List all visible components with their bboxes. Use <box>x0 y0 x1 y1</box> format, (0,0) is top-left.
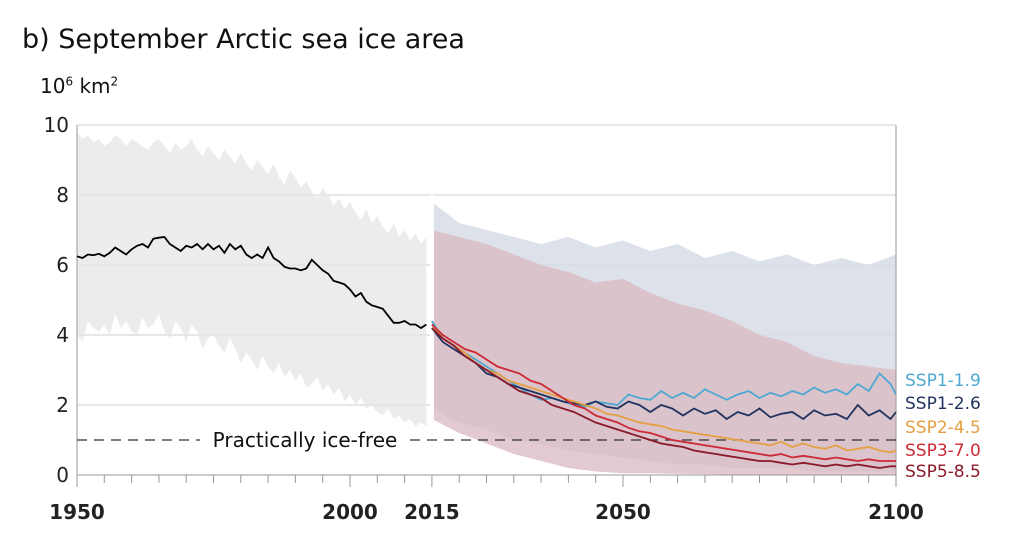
y-tick-label: 6 <box>56 253 69 277</box>
y-tick-label: 4 <box>56 323 69 347</box>
x-tick-label: 2000 <box>322 500 378 524</box>
series-line-ssp2-4-5 <box>431 323 897 454</box>
series-line-ssp5-8-5 <box>431 327 896 469</box>
y-unit-base: 10 <box>40 74 66 98</box>
y-tick-label: 2 <box>56 393 69 417</box>
x-tick-label: 2100 <box>868 500 924 524</box>
chart-title: b) September Arctic sea ice area <box>22 24 465 55</box>
y-axis-unit: 106 km2 <box>40 74 118 98</box>
series-label-ssp3-7-0: SSP3-7.0 <box>905 441 981 461</box>
threshold-label: Practically ice-free <box>213 428 398 452</box>
series-label-ssp1-2-6: SSP1-2.6 <box>905 394 981 414</box>
y-tick-label: 10 <box>44 113 69 137</box>
y-unit-name-exponent: 2 <box>110 74 119 89</box>
historical-range-band <box>77 132 427 426</box>
series-label-ssp5-8-5: SSP5-8.5 <box>905 462 981 482</box>
x-tick-label: 1950 <box>49 500 105 524</box>
series-label-ssp1-1-9: SSP1-1.9 <box>905 371 981 391</box>
series-label-ssp2-4-5: SSP2-4.5 <box>905 418 981 438</box>
series-line-ssp3-7-0 <box>431 323 896 462</box>
y-tick-label: 8 <box>56 183 69 207</box>
x-tick-label: 2050 <box>595 500 651 524</box>
x-tick-label: 2015 <box>404 500 460 524</box>
historical-line <box>76 236 427 330</box>
y-unit-exponent: 6 <box>65 74 74 89</box>
y-unit-name: km <box>79 74 111 98</box>
y-tick-label: 0 <box>56 463 69 487</box>
